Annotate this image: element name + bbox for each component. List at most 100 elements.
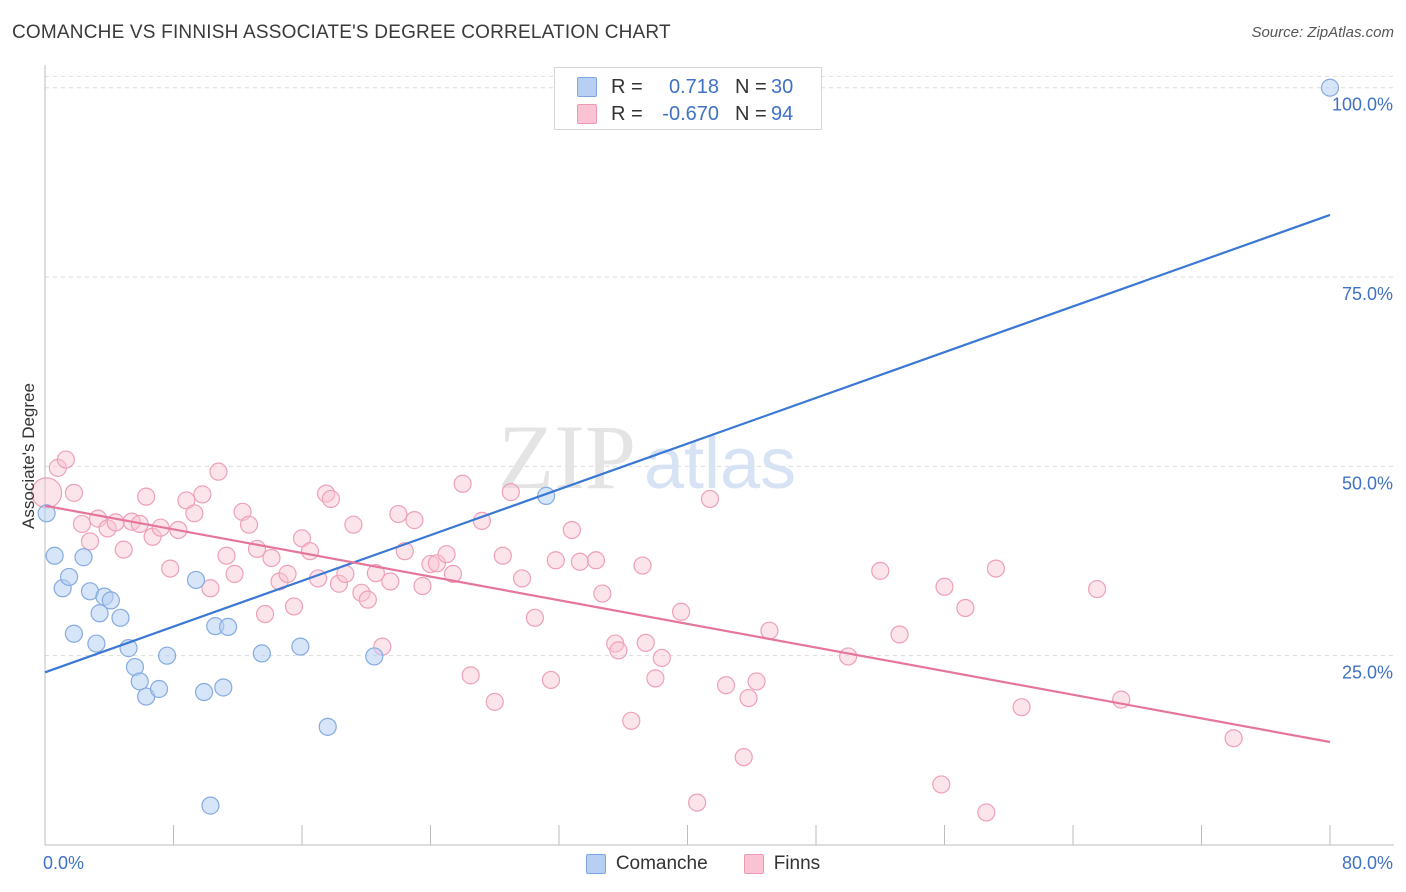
- finns-point: [278, 564, 297, 583]
- finns-point: [932, 775, 951, 794]
- watermark: ZIP atlas: [498, 406, 796, 508]
- comanche-point: [186, 570, 206, 590]
- legend-item-finns[interactable]: Finns: [743, 853, 821, 875]
- tick-labels: 25.0% 50.0% 75.0% 100.0% 0.0% 80.0%: [43, 95, 1393, 873]
- finns-point: [646, 669, 665, 688]
- grid-lines: [45, 75, 1394, 657]
- finns-point: [453, 474, 472, 493]
- legend-swatch-finns: [577, 104, 597, 124]
- legend-n-value: 94: [771, 102, 794, 125]
- finns-point: [593, 584, 612, 603]
- finns-point: [760, 621, 779, 640]
- finns-point: [366, 564, 385, 583]
- comanche-point: [365, 647, 384, 666]
- finns-point: [935, 577, 954, 596]
- source-label: Source: ZipAtlas.com: [1251, 24, 1394, 41]
- finns-point: [193, 485, 212, 504]
- chart-title: COMANCHE VS FINNISH ASSOCIATE'S DEGREE C…: [12, 22, 671, 43]
- comanche-point: [87, 634, 106, 653]
- watermark-zip: ZIP: [498, 406, 636, 508]
- legend-label-finns: Finns: [773, 853, 821, 874]
- legend-r-value: -0.670: [662, 102, 719, 125]
- finns-point: [652, 648, 671, 668]
- y-tick-label: 100.0%: [1332, 95, 1393, 115]
- comanche-point: [45, 546, 64, 565]
- comanche-point: [1320, 78, 1340, 97]
- comanche-point: [149, 679, 169, 699]
- finns-point: [609, 641, 628, 660]
- y-tick-label: 75.0%: [1342, 284, 1393, 304]
- finns-points: [31, 450, 1243, 822]
- legend-swatch-finns: [743, 854, 764, 874]
- finns-point: [80, 532, 100, 551]
- finns-point: [137, 487, 156, 506]
- finns-point: [344, 515, 363, 534]
- comanche-trend-line: [44, 213, 1331, 674]
- finns-point: [633, 556, 652, 575]
- finns-point: [284, 597, 304, 616]
- finns-trend-line: [44, 504, 1331, 744]
- comanche-point: [252, 644, 271, 663]
- finns-point: [977, 803, 996, 822]
- finns-point: [688, 793, 707, 812]
- finns-point: [262, 548, 281, 568]
- finns-point: [177, 491, 196, 510]
- watermark-atlas: atlas: [644, 424, 796, 504]
- finns-point: [321, 489, 341, 509]
- x-tick-label: 0.0%: [43, 853, 84, 873]
- finns-point: [734, 748, 753, 767]
- finns-point: [292, 529, 312, 548]
- finns-point: [586, 551, 606, 570]
- finns-point: [225, 564, 244, 583]
- comanche-point: [318, 717, 337, 736]
- trend-lines: [44, 213, 1331, 744]
- finns-point: [525, 608, 545, 627]
- axes: [44, 65, 1394, 846]
- y-tick-label: 25.0%: [1342, 663, 1393, 683]
- legend-n-label: N =: [735, 75, 767, 98]
- comanche-point: [101, 591, 120, 610]
- finns-point: [185, 504, 204, 523]
- finns-point: [427, 554, 447, 573]
- finns-point: [389, 504, 408, 524]
- legend-row-finns: R = -0.670 N = 94: [577, 101, 793, 127]
- legend-r-label: R =: [611, 75, 643, 98]
- finns-point: [316, 484, 336, 503]
- finns-point: [671, 602, 691, 621]
- comanche-point: [130, 672, 149, 691]
- x-tick-label: 80.0%: [1342, 853, 1393, 873]
- series-legend: Comanche Finns: [0, 851, 1406, 877]
- finns-point: [300, 542, 320, 561]
- finns-point: [255, 604, 275, 624]
- finns-point: [890, 625, 909, 644]
- finns-point: [72, 514, 92, 534]
- finns-point: [56, 450, 75, 469]
- comanche-point: [219, 617, 238, 637]
- finns-point: [413, 576, 432, 596]
- correlation-legend: R = 0.718 N = 30 R = -0.670 N = 94: [554, 67, 822, 130]
- finns-point: [636, 633, 655, 652]
- finns-point: [716, 676, 736, 695]
- comanche-point: [201, 796, 220, 815]
- finns-point: [1087, 579, 1107, 599]
- comanche-point: [111, 608, 130, 627]
- finns-point: [161, 559, 180, 578]
- finns-point: [239, 515, 259, 534]
- finns-point: [114, 540, 133, 559]
- finns-point: [1012, 698, 1031, 717]
- comanche-point: [214, 678, 233, 697]
- finns-point: [209, 462, 228, 481]
- finns-point: [570, 552, 589, 571]
- finns-point: [329, 574, 349, 593]
- legend-n-value: 30: [771, 75, 794, 98]
- finns-point: [405, 511, 424, 530]
- comanche-point: [291, 637, 310, 656]
- legend-item-comanche[interactable]: Comanche: [585, 853, 708, 875]
- finns-point: [358, 590, 377, 609]
- finns-point: [106, 513, 125, 532]
- finns-point: [956, 598, 975, 618]
- legend-swatch-comanche: [577, 77, 597, 97]
- finns-point: [512, 569, 532, 588]
- comanche-point: [37, 504, 56, 523]
- legend-n-label: N =: [735, 102, 767, 125]
